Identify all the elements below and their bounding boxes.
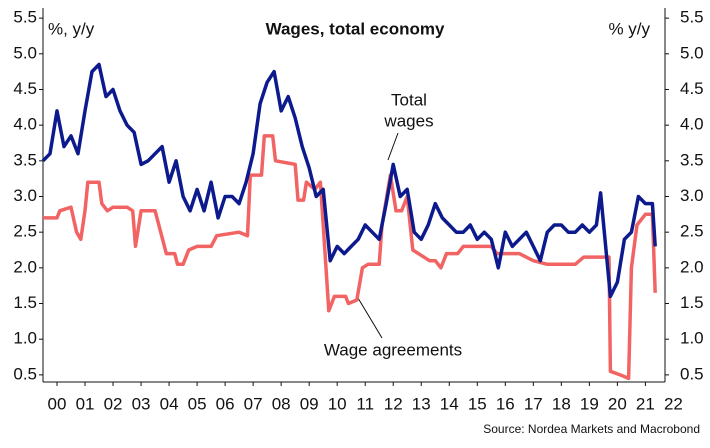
x-tick-label: 03 [132,394,151,413]
y-tick-label: 2.0 [13,257,37,276]
y2-tick-label: 1.5 [680,293,704,312]
x-tick-label: 09 [300,394,319,413]
y-tick-label: 3.5 [13,150,37,169]
x-tick-label: 18 [552,394,571,413]
x-tick-label: 06 [216,394,235,413]
y-tick-label: 0.5 [13,364,37,383]
y-tick-label: 5.0 [13,43,37,62]
x-tick-label: 08 [272,394,291,413]
x-tick-label: 02 [104,394,123,413]
y-tick-label: 4.5 [13,79,37,98]
x-tick-label: 04 [160,394,179,413]
annotation: wages [383,111,433,130]
y2-tick-label: 3.0 [680,186,704,205]
y-tick-label: 5.5 [13,8,37,27]
annotation: Total [391,90,427,109]
y-tick-label: 3.0 [13,186,37,205]
line-series [41,62,657,299]
annotation-pointer [387,132,399,161]
annotation-pointer [357,297,383,339]
x-tick-label: 20 [608,394,627,413]
y2-tick-label: 4.5 [680,79,704,98]
x-tick-label: 01 [76,394,95,413]
source: Source: Nordea Markets and Macrobond [483,422,700,436]
x-tick-label: 22 [664,394,683,413]
chart-title: Wages, total economy [266,19,445,38]
annotation: Wage agreements [324,340,462,359]
x-tick-label: 14 [440,394,459,413]
y2-tick-label: 4.0 [680,115,704,134]
y-tick-label: 1.5 [13,293,37,312]
y2-tick-label: 0.5 [680,364,704,383]
x-tick-label: 07 [244,394,263,413]
x-tick-label: 11 [356,394,374,413]
y2-tick-label: 5.5 [680,8,704,27]
x-tick-label: 12 [384,394,403,413]
x-tick-label: 16 [496,394,515,413]
y-axis-label: %, y/y [48,19,95,38]
x-tick-label: 00 [48,394,67,413]
x-tick-label: 10 [328,394,347,413]
y2-tick-label: 2.5 [680,222,704,241]
y-tick-label: 4.0 [13,115,37,134]
x-tick-label: 21 [636,394,655,413]
x-tick-label: 15 [468,394,487,413]
y2-tick-label: 3.5 [680,150,704,169]
y2-tick-label: 5.0 [680,43,704,62]
x-tick-label: 17 [524,394,543,413]
y2-axis-label: % y/y [608,19,650,38]
y-tick-label: 2.5 [13,222,37,241]
y2-tick-label: 2.0 [680,257,704,276]
x-tick-label: 13 [412,394,431,413]
x-tick-label: 05 [188,394,207,413]
x-tick-label: 19 [580,394,599,413]
y-tick-label: 1.0 [13,329,37,348]
y2-tick-label: 1.0 [680,329,704,348]
